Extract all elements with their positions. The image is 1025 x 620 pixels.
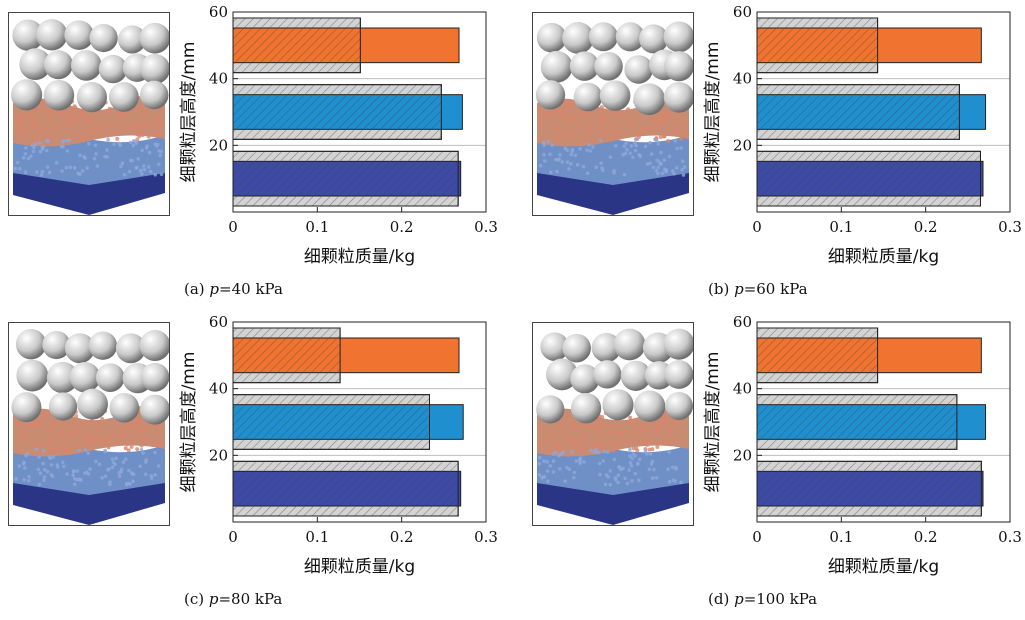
reference-hatch [756,84,960,140]
panel-d: 20 40 60 0 0.1 0.2 0.3 细颗粒质量/kg 细颗粒层高度/mm (d) p=… [524,310,1025,620]
reference-hatch [756,150,981,207]
plot-frame [232,11,487,213]
panel-c: 20 40 60 0 0.1 0.2 0.3 细颗粒质量/kg 细颗粒层高度/mm (c) p=… [0,310,512,620]
x-tick-label: 0.1 [829,218,853,236]
x-tick-label: 0.3 [474,528,498,546]
plot-frame [756,321,1011,523]
x-tick-label: 0 [752,218,762,236]
plot-frame [232,321,487,523]
x-tick-label: 0 [752,528,762,546]
x-axis-label: 细颗粒质量/kg [304,247,415,267]
x-tick-label: 0.2 [914,528,938,546]
y-tick-label: 20 [209,446,228,464]
reference-hatch [232,394,430,450]
plot-frame [756,11,1011,213]
y-tick-label: 60 [209,3,228,21]
y-tick-label: 40 [209,380,228,398]
x-tick-label: 0.2 [390,218,414,236]
y-axis-label: 细颗粒层高度/mm [179,42,199,183]
y-tick-label: 20 [733,446,752,464]
reference-hatch [232,150,459,207]
reference-hatch [232,84,442,140]
x-axis-label: 细颗粒质量/kg [828,557,939,577]
reference-hatch [232,327,341,384]
x-tick-label: 0.1 [829,528,853,546]
particle-model-image [532,322,695,526]
x-tick-label: 0 [228,528,238,546]
y-tick-label: 60 [733,313,752,331]
x-axis-label: 细颗粒质量/kg [828,247,939,267]
y-tick-label: 20 [209,136,228,154]
y-tick-label: 60 [209,313,228,331]
particle-model-image [8,322,171,526]
reference-hatch [232,460,459,517]
x-tick-label: 0.1 [305,528,329,546]
x-tick-label: 0.3 [998,528,1022,546]
caption-a: (a) p=40 kPa [184,280,283,298]
chart-a: 20 40 60 0 0.1 0.2 0.3 细颗粒质量/kg 细颗粒层高度/mm [179,3,498,267]
y-axis-label: 细颗粒层高度/mm [703,352,723,493]
particle-model-image [8,12,171,216]
y-tick-label: 20 [733,136,752,154]
panel-b: 20 40 60 0 0.1 0.2 0.3 细颗粒质量/kg 细颗粒层高度/mm (b) p=… [524,0,1025,310]
y-tick-label: 40 [209,70,228,88]
reference-hatch [756,17,879,74]
reference-hatch [756,327,879,384]
chart-d: 20 40 60 0 0.1 0.2 0.3 细颗粒质量/kg 细颗粒层高度/mm [703,313,1022,577]
x-tick-label: 0.2 [390,528,414,546]
reference-hatch [756,460,982,517]
x-tick-label: 0 [228,218,238,236]
chart-c: 20 40 60 0 0.1 0.2 0.3 细颗粒质量/kg 细颗粒层高度/mm [179,313,498,577]
y-tick-label: 60 [733,3,752,21]
panel-a: 20 40 60 0 0.1 0.2 0.3 细颗粒质量/kg 细颗粒层高度/mm (a) p=… [0,0,512,310]
x-tick-label: 0.1 [305,218,329,236]
y-tick-label: 40 [733,380,752,398]
x-tick-label: 0.3 [998,218,1022,236]
x-tick-label: 0.2 [914,218,938,236]
caption-c: (c) p=80 kPa [184,590,283,608]
chart-b: 20 40 60 0 0.1 0.2 0.3 细颗粒质量/kg 细颗粒层高度/mm [703,3,1022,267]
x-tick-label: 0.3 [474,218,498,236]
reference-hatch [232,17,361,74]
y-tick-label: 40 [733,70,752,88]
particle-model-image [532,12,695,216]
caption-d: (d) p=100 kPa [708,590,818,608]
y-axis-label: 细颗粒层高度/mm [179,352,199,493]
x-axis-label: 细颗粒质量/kg [304,557,415,577]
caption-b: (b) p=60 kPa [708,280,808,298]
y-axis-label: 细颗粒层高度/mm [703,42,723,183]
reference-hatch [756,394,958,450]
